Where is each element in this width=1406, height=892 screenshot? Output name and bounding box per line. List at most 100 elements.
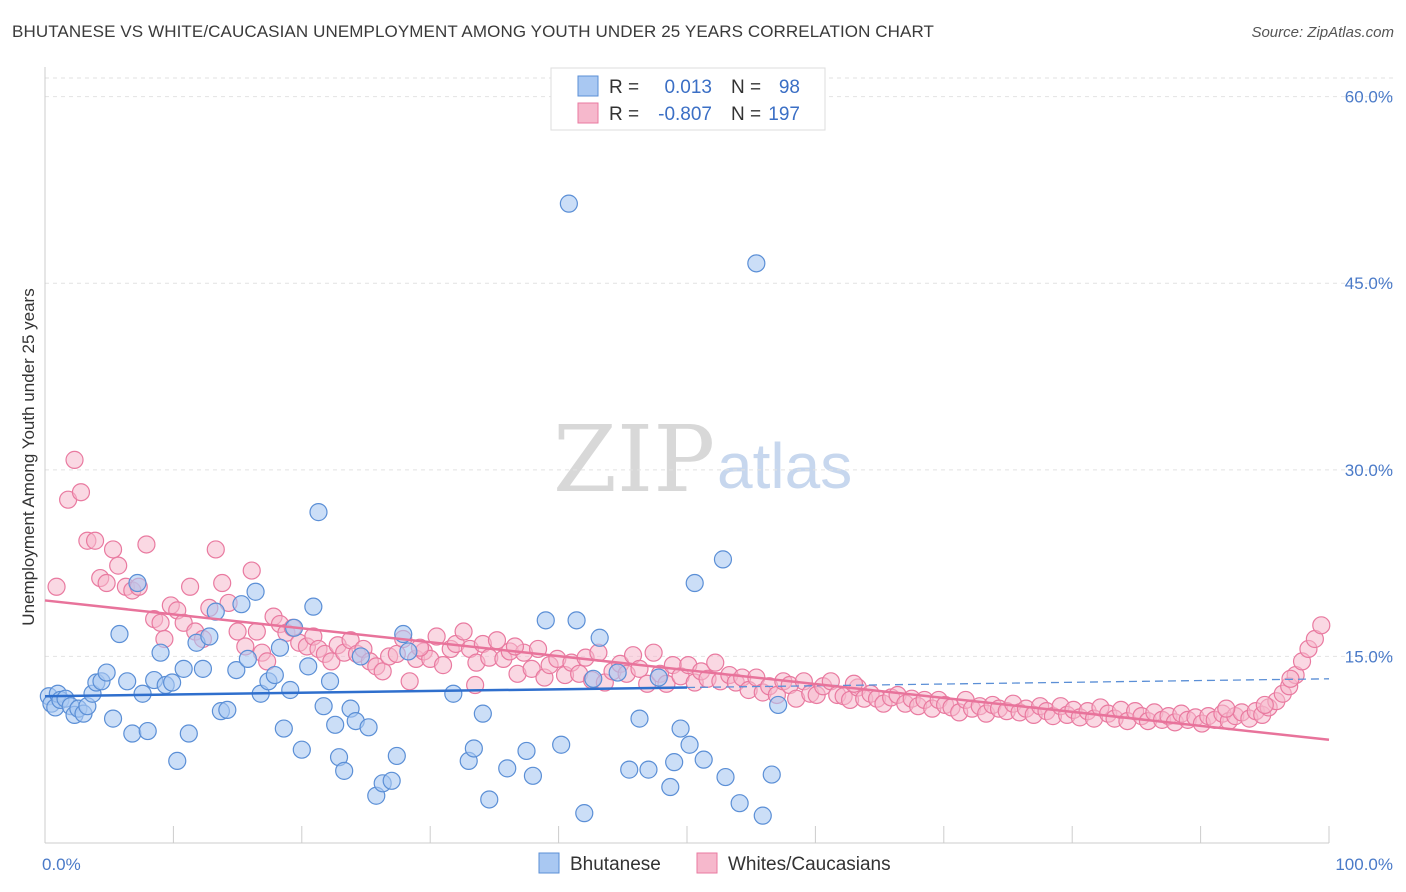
trend-line-bhutanese-extension: [686, 678, 1330, 689]
data-point-bhutanese: [138, 721, 157, 741]
data-point-whites: [1255, 695, 1274, 715]
data-point-bhutanese: [265, 665, 284, 685]
data-point-bhutanese: [292, 740, 311, 759]
data-point-bhutanese: [103, 709, 123, 728]
data-point-bhutanese: [694, 750, 713, 769]
data-point-whites: [137, 535, 156, 554]
data-point-bhutanese: [575, 804, 594, 823]
data-point-whites: [85, 531, 105, 550]
data-point-bhutanese: [314, 697, 333, 716]
data-point-bhutanese: [753, 806, 772, 825]
data-point-bhutanese: [665, 753, 684, 772]
data-point-bhutanese: [630, 709, 649, 728]
data-point-bhutanese: [584, 669, 603, 688]
data-point-bhutanese: [128, 573, 147, 593]
y-tick-label: 15.0%: [1345, 647, 1393, 666]
data-point-bhutanese: [639, 760, 658, 779]
data-point-whites: [242, 561, 261, 580]
data-point-whites: [213, 573, 232, 593]
data-point-bhutanese: [335, 761, 354, 780]
series-bhutanese: [39, 194, 788, 825]
data-point-bhutanese: [517, 741, 536, 761]
data-point-bhutanese: [444, 684, 463, 703]
legend-marker-bhutanese: [538, 852, 560, 874]
data-point-bhutanese: [326, 715, 345, 734]
data-point-whites: [1312, 616, 1331, 635]
data-point-bhutanese: [123, 724, 142, 743]
data-point-bhutanese: [680, 735, 699, 754]
data-point-bhutanese: [552, 735, 571, 754]
data-point-bhutanese: [227, 660, 246, 680]
correlation-legend: R = 0.013 N = 98 R = -0.807 N = 197: [550, 67, 826, 131]
data-point-bhutanese: [110, 624, 129, 644]
data-point-whites: [400, 672, 419, 691]
trend-line-bhutanese: [44, 686, 688, 698]
data-point-bhutanese: [464, 739, 483, 758]
data-point-bhutanese: [747, 254, 766, 273]
data-point-bhutanese: [649, 668, 668, 687]
data-point-bhutanese: [274, 719, 293, 738]
data-point-whites: [454, 622, 473, 641]
trend-line-whites: [44, 599, 1330, 741]
y-tick-labels: 15.0% 30.0% 45.0% 60.0%: [1345, 88, 1393, 667]
data-point-bhutanese: [536, 611, 555, 630]
data-point-bhutanese: [713, 550, 733, 569]
legend-n-label-2: N =: [731, 104, 761, 125]
data-point-bhutanese: [498, 759, 517, 778]
data-point-whites: [228, 622, 247, 641]
data-point-bhutanese: [590, 628, 609, 647]
data-point-whites: [206, 540, 225, 559]
data-point-whites: [103, 540, 123, 559]
data-point-bhutanese: [281, 680, 300, 700]
data-point-bhutanese: [151, 643, 170, 662]
legend-label-whites: Whites/Caucasians: [728, 854, 891, 875]
y-tick-label: 30.0%: [1345, 461, 1393, 480]
data-point-bhutanese: [473, 704, 492, 723]
chart-title: BHUTANESE VS WHITE/CAUCASIAN UNEMPLOYMEN…: [12, 22, 935, 41]
series-legend: Bhutanese Whites/Caucasians: [538, 852, 891, 875]
data-point-bhutanese: [351, 647, 370, 666]
x-tick-labels: 0.0% 100.0%: [42, 855, 1393, 874]
data-point-bhutanese: [320, 672, 340, 691]
data-point-bhutanese: [567, 611, 586, 630]
data-point-whites: [65, 450, 84, 469]
data-point-bhutanese: [523, 766, 543, 785]
data-point-bhutanese: [118, 672, 137, 691]
legend-n-label-1: N =: [731, 77, 761, 98]
data-point-bhutanese: [382, 771, 401, 790]
legend-marker-whites: [696, 852, 718, 874]
data-point-whites: [706, 653, 725, 672]
y-tick-label: 60.0%: [1345, 88, 1393, 107]
data-point-bhutanese: [671, 719, 690, 738]
data-point-whites: [630, 659, 649, 678]
data-point-bhutanese: [559, 194, 578, 213]
data-point-whites: [180, 577, 200, 596]
data-point-bhutanese: [480, 790, 499, 809]
data-point-bhutanese: [399, 642, 418, 661]
data-point-bhutanese: [299, 657, 318, 676]
data-point-whites: [97, 573, 116, 593]
data-point-whites: [151, 613, 170, 632]
data-point-whites: [433, 656, 453, 675]
trend-lines: [44, 599, 1330, 741]
data-point-bhutanese: [608, 663, 627, 682]
data-point-bhutanese: [232, 595, 251, 614]
legend-r-value-1: 0.013: [664, 77, 712, 98]
legend-n-value-2: 197: [768, 104, 800, 125]
data-point-bhutanese: [97, 663, 116, 682]
axes: [44, 67, 1330, 844]
data-point-bhutanese: [762, 765, 781, 784]
legend-r-value-2: -0.807: [658, 104, 712, 125]
data-point-bhutanese: [661, 777, 680, 797]
data-point-bhutanese: [304, 597, 323, 616]
data-point-whites: [258, 652, 277, 671]
data-point-bhutanese: [179, 724, 198, 743]
data-point-whites: [427, 627, 446, 646]
source-credit: Source: ZipAtlas.com: [1251, 24, 1394, 41]
data-point-bhutanese: [387, 746, 406, 766]
data-point-whites: [71, 483, 91, 502]
x-tick-label: 0.0%: [42, 855, 81, 874]
y-tick-label: 45.0%: [1345, 274, 1393, 293]
data-point-bhutanese: [685, 573, 704, 593]
data-point-bhutanese: [359, 718, 378, 737]
